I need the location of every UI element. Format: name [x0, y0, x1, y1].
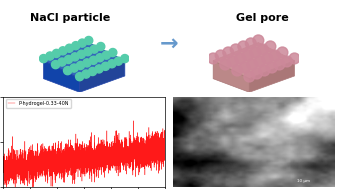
- Circle shape: [84, 48, 92, 56]
- Circle shape: [95, 65, 103, 73]
- Circle shape: [289, 53, 300, 64]
- Circle shape: [230, 44, 241, 55]
- Text: 10 μm: 10 μm: [297, 179, 310, 183]
- Circle shape: [114, 57, 122, 65]
- Circle shape: [227, 56, 238, 67]
- Circle shape: [40, 54, 48, 63]
- Circle shape: [72, 42, 80, 50]
- Circle shape: [83, 59, 91, 67]
- Circle shape: [258, 44, 268, 55]
- Circle shape: [251, 68, 262, 79]
- Text: →: →: [160, 33, 178, 53]
- Circle shape: [239, 62, 250, 73]
- Circle shape: [266, 62, 277, 73]
- Circle shape: [282, 56, 292, 67]
- Text: NaCl particle: NaCl particle: [30, 13, 111, 23]
- Circle shape: [59, 47, 67, 55]
- Circle shape: [65, 55, 73, 64]
- Circle shape: [84, 36, 93, 45]
- Circle shape: [101, 62, 110, 70]
- Circle shape: [96, 54, 104, 62]
- Circle shape: [46, 52, 54, 60]
- Circle shape: [51, 60, 59, 69]
- Circle shape: [255, 56, 265, 67]
- Circle shape: [76, 61, 84, 70]
- Polygon shape: [44, 43, 125, 79]
- Circle shape: [90, 45, 98, 53]
- Circle shape: [89, 56, 97, 64]
- Circle shape: [250, 47, 261, 58]
- Circle shape: [108, 60, 116, 68]
- Circle shape: [238, 41, 249, 52]
- Text: Gel pore: Gel pore: [237, 13, 289, 23]
- Polygon shape: [213, 43, 294, 79]
- Circle shape: [220, 59, 231, 70]
- Circle shape: [102, 51, 111, 59]
- Circle shape: [58, 58, 66, 66]
- Circle shape: [208, 53, 219, 64]
- Circle shape: [269, 50, 280, 61]
- Circle shape: [97, 43, 105, 51]
- Circle shape: [215, 50, 226, 61]
- Circle shape: [245, 38, 256, 49]
- Circle shape: [65, 44, 73, 52]
- Legend: P-hydrogel-0.33-40N: P-hydrogel-0.33-40N: [6, 99, 71, 108]
- Circle shape: [259, 65, 270, 76]
- Circle shape: [277, 47, 288, 58]
- Circle shape: [121, 54, 129, 63]
- Circle shape: [76, 73, 84, 81]
- Circle shape: [265, 41, 276, 52]
- Circle shape: [232, 65, 243, 76]
- Polygon shape: [44, 61, 80, 92]
- Circle shape: [262, 53, 273, 64]
- Circle shape: [89, 67, 97, 76]
- Circle shape: [70, 64, 78, 72]
- Circle shape: [253, 35, 264, 46]
- Circle shape: [71, 53, 79, 61]
- Polygon shape: [80, 61, 125, 92]
- Circle shape: [244, 71, 255, 82]
- Circle shape: [235, 53, 246, 64]
- Circle shape: [109, 49, 117, 57]
- Circle shape: [64, 67, 72, 75]
- Circle shape: [223, 47, 234, 58]
- Circle shape: [247, 59, 258, 70]
- Polygon shape: [213, 61, 249, 92]
- Polygon shape: [249, 61, 294, 92]
- Circle shape: [52, 49, 61, 57]
- Circle shape: [274, 59, 285, 70]
- Circle shape: [82, 70, 90, 78]
- Circle shape: [77, 50, 86, 58]
- Circle shape: [242, 50, 253, 61]
- Circle shape: [78, 39, 86, 47]
